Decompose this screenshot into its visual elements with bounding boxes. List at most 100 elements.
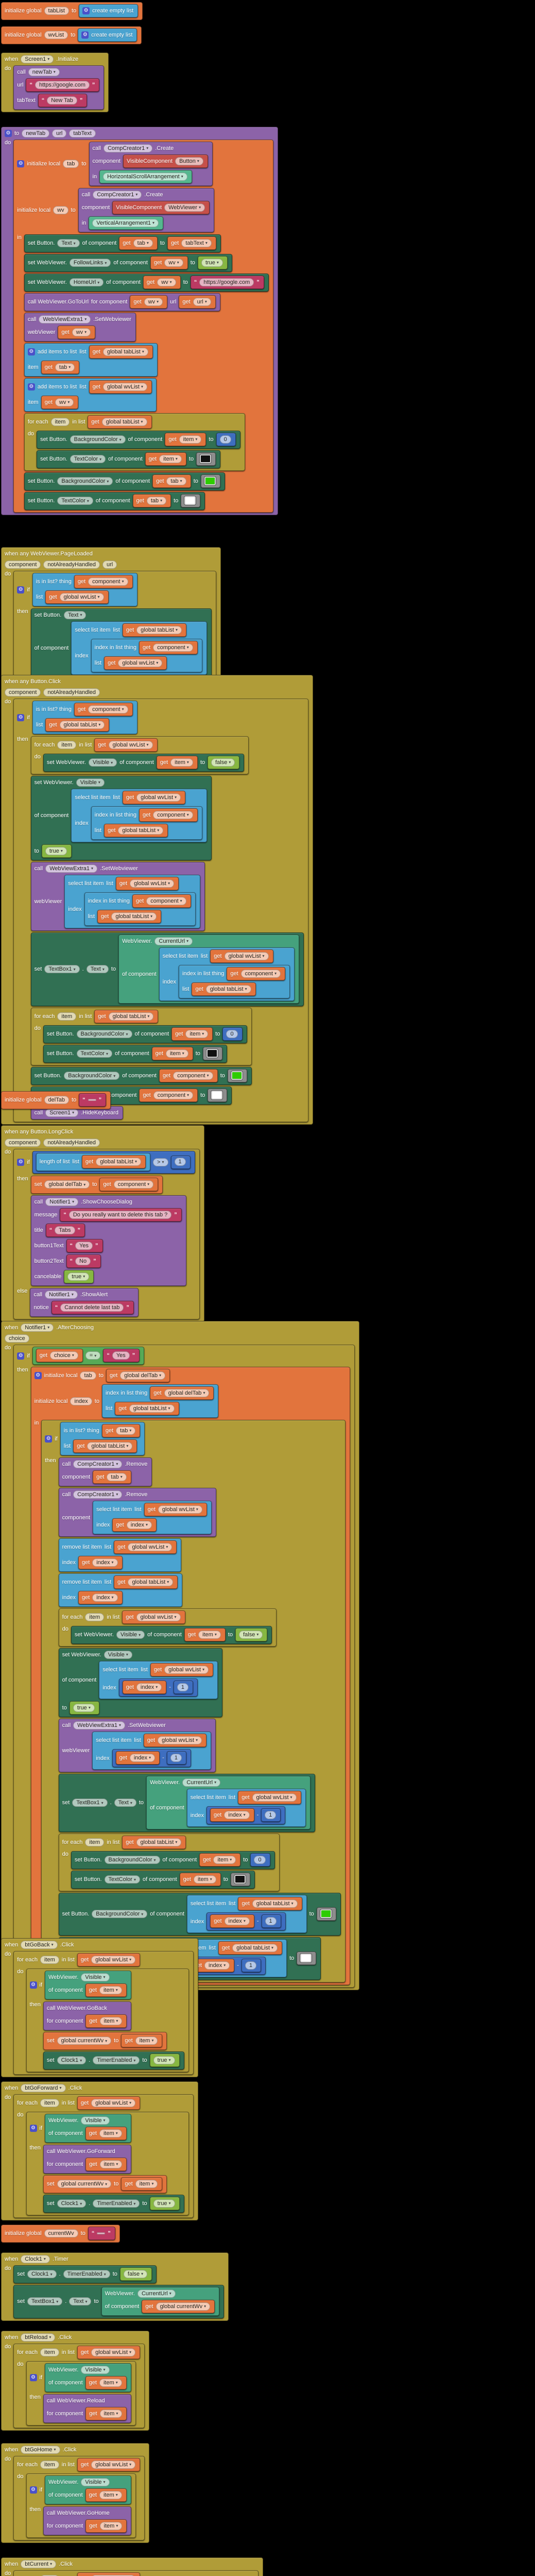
list-block[interactable]: index in list thing get component ▾ list get g… xyxy=(179,965,290,998)
var-block[interactable]: get global currentWv ▾ xyxy=(142,2300,215,2313)
dropdown-field[interactable]: TextBox1 ▾ xyxy=(44,965,80,973)
dropdown-field[interactable]: global wvList▾ xyxy=(252,1793,297,1802)
field-pill[interactable]: 1 xyxy=(265,1810,277,1819)
setp-block[interactable]: set WebViewer. Visible ▾ of component get ite… xyxy=(43,754,245,772)
when-screen1-initialize[interactable]: when Screen1 ▾ .Initialize do call newTab ▾ url “… xyxy=(1,53,109,112)
gold-block[interactable]: when btGoHome ▾ .Click do for each item in list… xyxy=(1,2443,150,2543)
math-block[interactable]: length of list list get global tabList ▾ > ▾ 1 xyxy=(32,1151,195,1174)
dropdown-field[interactable]: BackgroundColor ▾ xyxy=(57,477,113,485)
var-block[interactable]: get tab ▾ xyxy=(152,474,191,488)
dropdown-field[interactable]: item ▾ xyxy=(99,2016,123,2025)
dropdown-field[interactable]: url ▾ xyxy=(193,297,211,306)
dropdown-field[interactable]: true ▾ xyxy=(73,1703,95,1712)
dropdown-field[interactable]: item ▾ xyxy=(179,435,202,444)
gold-block[interactable]: when any Button.Click component notAlready… xyxy=(1,675,314,1125)
dropdown-field[interactable]: component▾ xyxy=(146,896,186,905)
string-value[interactable]: Yes xyxy=(75,1241,93,1250)
dropdown-field[interactable]: false ▾ xyxy=(239,1630,263,1639)
color-swatch[interactable] xyxy=(320,1909,332,1918)
var-block[interactable]: initialize global tabList to ⚙ create empty … xyxy=(1,2,143,20)
mutator-gear-icon[interactable]: ⚙ xyxy=(29,1981,37,1989)
proc-block[interactable]: call WebViewExtra1 ▾ .SetWebviewer webViewer… xyxy=(58,1719,216,1772)
string-value[interactable]: Cannot delete last tab xyxy=(60,1303,124,1312)
var-block[interactable]: get global tabList ▾ xyxy=(88,415,152,429)
setp-block[interactable]: set TextBox1 ▾. Text ▾ to WebViewer. CurrentUrl… xyxy=(30,933,304,1006)
field-pill[interactable]: item xyxy=(40,1956,59,1964)
dropdown-field[interactable]: tab ▾ xyxy=(107,1472,127,1481)
getp-block[interactable]: WebViewer. CurrentUrl ▾ of component get glob… xyxy=(101,2287,220,2316)
bool-block[interactable]: true ▾ xyxy=(197,256,228,269)
dropdown-field[interactable]: index ▾ xyxy=(224,1917,250,1925)
dropdown-field[interactable]: Visible ▾ xyxy=(81,2116,110,2125)
gold-block[interactable]: ⚙ if is in list? thing get tab ▾ list get global… xyxy=(41,1420,346,1982)
mutator-gear-icon[interactable]: ⚙ xyxy=(27,348,35,355)
list-block[interactable]: is in list? thing get component ▾ list get glo… xyxy=(32,573,137,606)
mutator-gear-icon[interactable]: ⚙ xyxy=(45,1435,53,1443)
dropdown-field[interactable]: BackgroundColor ▾ xyxy=(70,435,126,444)
gold-block[interactable]: ⚙ if get choice ▾ = ▾ “Yes” then ⚙ initialize loca… xyxy=(13,1345,355,1988)
dropdown-field[interactable]: index ▾ xyxy=(129,1753,156,1762)
dropdown-field[interactable]: BackgroundColor ▾ xyxy=(64,1072,120,1080)
init-global-currentwv[interactable]: initialize global currentWv to “ ” xyxy=(1,2225,120,2243)
dropdown-field[interactable]: global currentWv ▾ xyxy=(156,2302,211,2311)
dropdown-field[interactable]: global wvList▾ xyxy=(130,879,175,888)
list-block[interactable]: ⚙ create empty list xyxy=(79,4,139,18)
text-block[interactable]: “Yes” xyxy=(103,1349,140,1362)
dropdown-field[interactable]: tab ▾ xyxy=(166,477,186,485)
dropdown-field[interactable]: false ▾ xyxy=(211,758,235,767)
field-pill[interactable]: tab xyxy=(80,1371,96,1380)
dropdown-field[interactable]: component▾ xyxy=(113,1180,154,1189)
math-block[interactable]: 0 xyxy=(216,433,236,446)
field-pill[interactable]: notAlreadyHandled xyxy=(43,688,100,697)
var-block[interactable]: get item ▾ xyxy=(85,2519,127,2533)
list-block[interactable]: select list item list get global wvList ▾ ind… xyxy=(71,789,207,842)
math-block[interactable]: 1 xyxy=(166,1751,186,1765)
gold-block[interactable]: for each item in list get global wvList ▾ do se… xyxy=(58,1608,277,1647)
dropdown-field[interactable]: btGoBack ▾ xyxy=(21,1940,58,1949)
dropdown-field[interactable]: item ▾ xyxy=(99,2409,123,2418)
var-block[interactable]: set global currentWv ▾ to get item ▾ xyxy=(43,2032,167,2050)
dropdown-field[interactable]: Clock1 ▾ xyxy=(57,2056,87,2064)
dropdown-field[interactable]: wv ▾ xyxy=(72,328,91,336)
dropdown-field[interactable]: FollowLinks ▾ xyxy=(69,259,111,267)
string-value[interactable]: New Tab xyxy=(47,96,77,105)
gold-block[interactable]: for each item in list get global tabList ▾ do s… xyxy=(58,1834,280,1891)
dropdown-field[interactable]: btReload ▾ xyxy=(21,2333,56,2342)
list-block[interactable]: remove list item list get global tabList ▾ in… xyxy=(58,1573,183,1607)
init-global-tablist[interactable]: initialize global tabList to ⚙ create empty … xyxy=(1,2,143,20)
list-block[interactable]: select list item list get global wvList ▾ ind… xyxy=(64,875,200,928)
dropdown-field[interactable]: wv ▾ xyxy=(164,258,183,267)
gold-block[interactable]: when btGoBack ▾ .Click do for each item in list… xyxy=(1,1938,198,2077)
dropdown-field[interactable]: tab ▾ xyxy=(116,1426,136,1435)
colr-block[interactable] xyxy=(181,494,201,507)
list-block[interactable]: index in list thing get component ▾ list get g… xyxy=(91,806,202,840)
dropdown-field[interactable]: item ▾ xyxy=(99,2160,123,2168)
dropdown-field[interactable]: global tabList ▾ xyxy=(96,1157,142,1166)
string-value[interactable] xyxy=(88,1098,96,1101)
var-block[interactable]: get item ▾ xyxy=(85,2014,127,2028)
dropdown-field[interactable]: global tabList ▾ xyxy=(102,347,148,356)
var-block[interactable]: get global tabList ▾ xyxy=(238,1897,302,1910)
dropdown-field[interactable]: item ▾ xyxy=(135,2179,158,2188)
color-swatch[interactable] xyxy=(204,477,216,485)
dropdown-field[interactable]: WebViewExtra1 ▾ xyxy=(39,315,91,324)
var-block[interactable]: get global tabList ▾ xyxy=(218,1941,283,1955)
dropdown-field[interactable]: component▾ xyxy=(153,1091,194,1099)
dropdown-field[interactable]: component▾ xyxy=(153,643,193,652)
setp-block[interactable]: set WebViewer. FollowLinks ▾ of component ge… xyxy=(24,254,232,272)
mutator-gear-icon[interactable]: ⚙ xyxy=(5,129,12,137)
dropdown-field[interactable]: BackgroundColor ▾ xyxy=(76,1030,132,1038)
field-pill[interactable]: notAlreadyHandled xyxy=(43,560,100,569)
dropdown-field[interactable]: tab ▾ xyxy=(55,363,75,371)
bool-block[interactable]: true ▾ xyxy=(64,1270,94,1283)
